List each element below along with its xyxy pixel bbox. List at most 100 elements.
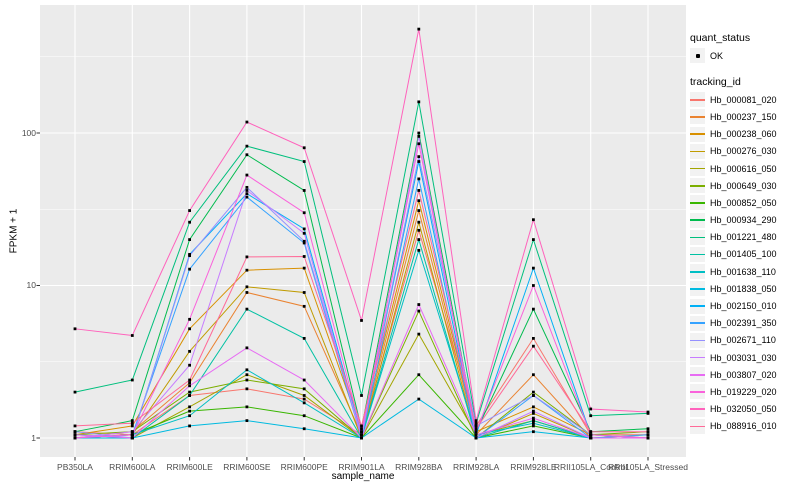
x-tick-label-RRIM600LE: RRIM600LE	[166, 462, 213, 472]
data-point	[130, 430, 134, 434]
line-swatch-icon	[690, 315, 705, 331]
data-point	[245, 268, 249, 272]
legend-item-Hb_002391_350: Hb_002391_350	[690, 315, 798, 332]
legend-item-label: Hb_088916_010	[710, 421, 777, 432]
data-point	[302, 401, 306, 405]
data-point	[188, 384, 191, 388]
x-tick-label-RRII105LA_Control: RRII105LA_Control	[553, 462, 628, 472]
data-point	[188, 220, 191, 224]
line-swatch-icon	[690, 126, 705, 142]
data-point	[417, 131, 421, 135]
data-point	[532, 390, 535, 394]
data-point	[417, 303, 421, 306]
legend-item-Hb_000237_150: Hb_000237_150	[690, 108, 798, 125]
legend-item-label: Hb_002391_350	[710, 318, 777, 329]
data-point	[417, 209, 421, 212]
data-point	[532, 424, 535, 428]
data-point	[646, 436, 650, 440]
data-point	[302, 336, 306, 340]
data-point	[188, 254, 191, 258]
data-point	[245, 405, 249, 409]
data-point	[532, 419, 535, 423]
x-tick-label-RRIM928BA: RRIM928BA	[395, 462, 443, 472]
panel-background	[40, 5, 686, 457]
legend-item-label: Hb_002671_110	[710, 335, 776, 346]
legend-item-label: Hb_000616_050	[710, 163, 777, 174]
legend-item-label: Hb_000081_020	[710, 94, 777, 105]
data-point	[188, 390, 191, 394]
data-point	[360, 433, 363, 437]
legend-item-label: Hb_032050_050	[710, 404, 777, 415]
data-point	[646, 410, 650, 414]
legend-item-Hb_003807_020: Hb_003807_020	[690, 366, 798, 383]
line-swatch-icon	[690, 143, 705, 159]
x-tick-label-RRII105LA_Stressed: RRII105LA_Stressed	[608, 462, 688, 472]
legend: quant_status OK tracking_id Hb_000081_02…	[690, 31, 798, 435]
data-point	[245, 173, 249, 177]
legend-item-Hb_001221_480: Hb_001221_480	[690, 229, 798, 246]
data-point	[532, 373, 535, 377]
legend-item-label: Hb_000238_060	[710, 129, 777, 140]
data-point	[302, 397, 306, 401]
data-point	[188, 317, 191, 321]
data-point	[130, 419, 134, 423]
legend-item-Hb_001638_110: Hb_001638_110	[690, 263, 798, 280]
data-point	[245, 192, 249, 196]
data-point	[130, 436, 134, 440]
legend-item-Hb_001838_050: Hb_001838_050	[690, 280, 798, 297]
data-point	[245, 387, 249, 391]
data-point	[188, 349, 191, 353]
legend-title-tracking-id: tracking_id	[690, 76, 741, 89]
line-swatch-icon	[690, 264, 705, 280]
data-point	[245, 255, 249, 259]
legend-item-Hb_002150_010: Hb_002150_010	[690, 297, 798, 314]
legend-item-label: Hb_000276_030	[710, 146, 777, 157]
data-point	[302, 211, 306, 215]
data-point	[417, 332, 421, 336]
data-point	[417, 160, 421, 163]
data-point	[73, 430, 77, 434]
line-swatch-icon	[690, 178, 705, 194]
data-point	[302, 189, 306, 192]
data-point	[474, 433, 478, 437]
data-point	[417, 309, 421, 313]
data-point	[302, 291, 306, 294]
legend-item-Hb_000934_290: Hb_000934_290	[690, 212, 798, 229]
legend-title-quant-status: quant_status	[690, 32, 751, 44]
data-point	[417, 199, 421, 203]
data-point	[646, 427, 650, 431]
data-point	[532, 409, 535, 413]
data-point	[188, 394, 191, 397]
data-point	[188, 409, 191, 413]
line-swatch-icon	[690, 367, 705, 383]
data-point	[245, 307, 249, 311]
data-point	[532, 344, 535, 348]
data-point	[646, 430, 650, 434]
legend-item-label: Hb_019229_020	[710, 386, 777, 397]
legend-item-label: Hb_001221_480	[710, 232, 777, 243]
line-swatch-icon	[690, 229, 705, 245]
data-point	[360, 427, 363, 431]
x-axis-title: sample_name	[331, 471, 395, 482]
data-point	[302, 146, 306, 150]
legend-item-label: Hb_001838_050	[710, 283, 777, 294]
legend-item-Hb_088916_010: Hb_088916_010	[690, 418, 798, 435]
legend-item-Hb_002671_110: Hb_002671_110	[690, 332, 798, 349]
data-point	[532, 430, 535, 434]
legend-item-Hb_000081_020: Hb_000081_020	[690, 91, 798, 108]
data-point	[188, 378, 191, 382]
line-swatch-icon	[690, 418, 705, 434]
legend-item-label: Hb_000237_150	[710, 111, 777, 122]
data-point	[245, 189, 249, 192]
data-point	[188, 209, 191, 212]
data-point	[589, 407, 593, 411]
data-point	[245, 195, 249, 199]
data-point	[245, 153, 249, 157]
line-swatch-icon	[690, 246, 705, 262]
data-point	[532, 411, 535, 415]
data-point	[417, 142, 421, 146]
data-point	[302, 227, 306, 231]
y-axis-title: FPKM + 1	[8, 208, 20, 254]
line-swatch-icon	[690, 109, 705, 125]
data-point	[245, 144, 249, 148]
